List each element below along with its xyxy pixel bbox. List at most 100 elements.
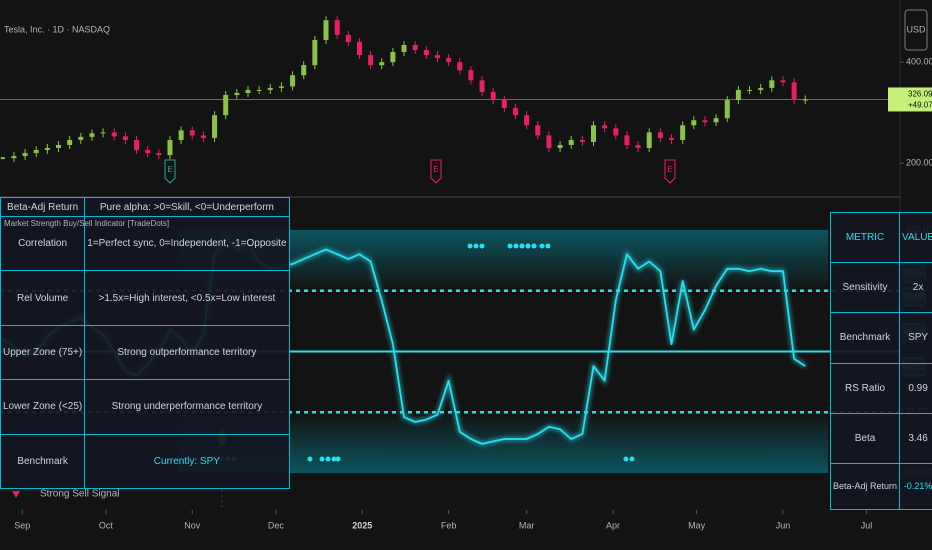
candle-body (457, 62, 463, 71)
x-tick-label: Mar (519, 520, 535, 530)
candle-body (568, 139, 574, 145)
table-row: METRIC VALUE (829, 211, 932, 264)
candle (145, 146, 151, 158)
last-price: 326.09 (908, 90, 932, 99)
candle-body (278, 86, 284, 88)
candle-body (802, 99, 808, 101)
candle-body (446, 58, 452, 63)
candle-body (301, 65, 307, 76)
candle-body (713, 118, 719, 123)
candle (669, 133, 675, 144)
candle (122, 132, 128, 144)
candle (758, 83, 764, 94)
table-row: Rel Volume >1.5x=High interest, <0.5x=Low… (0, 270, 290, 326)
candle (780, 76, 786, 87)
candle (512, 104, 518, 120)
table-cell: 3.46 (899, 412, 932, 464)
candle-body (145, 150, 151, 154)
table-cell: -0.21% (899, 462, 932, 511)
candle-body (691, 120, 697, 126)
candle-body (312, 39, 318, 66)
candle-body (156, 153, 162, 156)
candle (100, 128, 106, 138)
table-row: Beta-Adj Return Pure alpha: >0=Skill, <0=… (0, 197, 290, 217)
currency: USD (906, 24, 926, 34)
candle (423, 46, 429, 60)
candle (56, 140, 62, 153)
candle-body (56, 144, 62, 149)
price-tag (888, 87, 932, 112)
candle (178, 126, 184, 144)
candle (323, 16, 329, 44)
symbol-title: Tesla, Inc. · 1D · NASDAQ (4, 24, 110, 34)
table-row: Beta-Adj Return -0.21% (829, 462, 932, 511)
candle-body (167, 139, 173, 156)
candle-body (234, 92, 240, 95)
table-cell: Correlation (0, 215, 86, 272)
candle-body (78, 136, 84, 140)
candle (769, 76, 775, 92)
candle-body (602, 125, 608, 129)
table-row: Benchmark SPY (829, 312, 932, 364)
candle-body (22, 153, 28, 157)
candle (635, 140, 641, 153)
candle (33, 146, 39, 158)
candle-body (390, 52, 396, 63)
candle-body (223, 94, 229, 116)
x-tick-label: Jul (861, 520, 873, 530)
table-cell: Lower Zone (<25) (0, 379, 86, 435)
candle (223, 90, 229, 120)
right-table: METRIC VALUE Sensitivity 2x Benchmark SPY RS R… (829, 211, 932, 511)
candle (44, 144, 50, 155)
candle-body (334, 20, 340, 35)
x-tick-label: Nov (184, 520, 201, 530)
candle (646, 128, 652, 153)
candle-body (557, 144, 563, 149)
candle (557, 140, 563, 153)
candle-body (669, 137, 675, 140)
candle (434, 51, 440, 63)
candle-body (11, 156, 17, 159)
candle-body (290, 75, 296, 87)
earnings-marker (664, 159, 676, 184)
signal-dots (217, 243, 635, 462)
table-row: Benchmark Currently: SPY (0, 433, 290, 490)
table-cell: Beta (829, 412, 901, 464)
candle-body (590, 125, 596, 142)
table-cell: VALUE (899, 211, 932, 264)
candle-body (735, 89, 741, 101)
candle-body (758, 87, 764, 90)
candle (802, 95, 808, 105)
y-tick-label: 200.00 (906, 158, 932, 168)
candle (356, 37, 362, 60)
candle-body (535, 125, 541, 136)
candle-body (680, 125, 686, 140)
candle-body (646, 132, 652, 149)
candle (245, 85, 251, 97)
table-cell: SPY (899, 312, 932, 364)
table-cell: Currently: SPY (84, 433, 290, 490)
x-tick-label: 2025 (352, 520, 372, 530)
candle (267, 83, 273, 94)
candle-body (423, 50, 429, 56)
candle-body (479, 80, 485, 92)
candle-body (657, 132, 663, 138)
candle (457, 58, 463, 75)
candle (735, 85, 741, 105)
candle (691, 116, 697, 130)
candle (89, 129, 95, 141)
table-cell: 0.99 (899, 362, 932, 414)
candle-body (702, 120, 708, 123)
candle (579, 135, 585, 146)
candle-body (245, 89, 251, 93)
candle-body (44, 148, 50, 151)
x-tick-label: Jun (776, 520, 791, 530)
x-tick-label: Oct (99, 520, 114, 530)
candle (568, 135, 574, 149)
candle (446, 54, 452, 67)
candle (200, 131, 206, 142)
table-row: Correlation 1=Perfect sync, 0=Independent… (0, 215, 290, 272)
candle-body (100, 132, 106, 134)
candle-body (356, 41, 362, 56)
